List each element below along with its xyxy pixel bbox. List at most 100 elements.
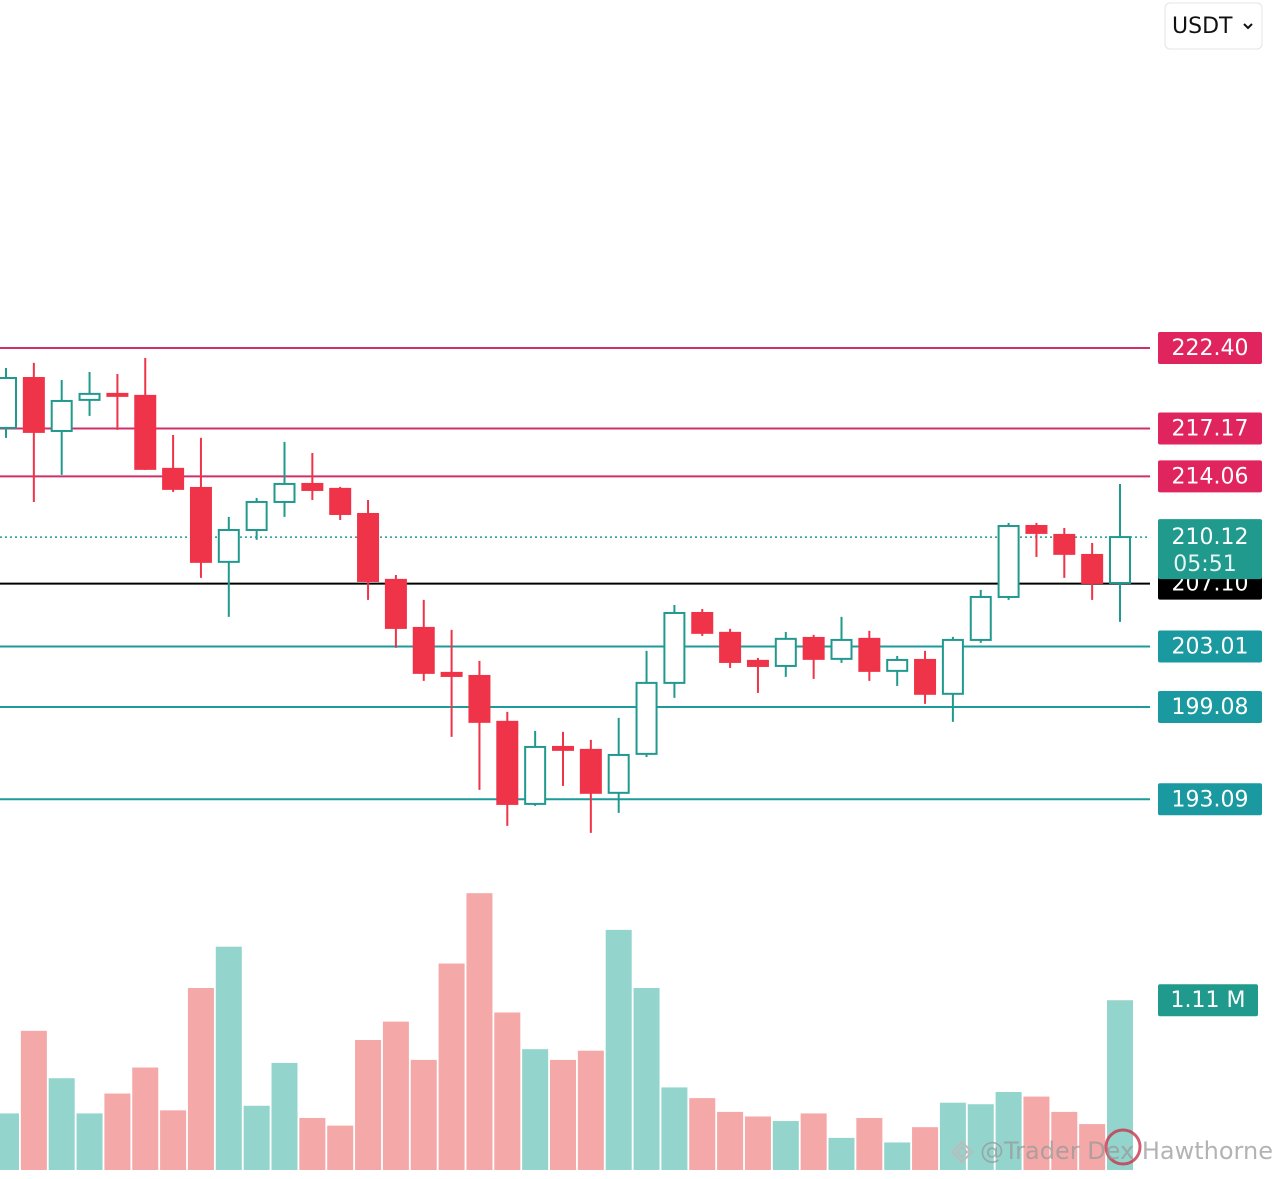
volume-bar [800, 1113, 827, 1170]
countdown-label: 05:51 [1173, 552, 1236, 577]
currency-label[interactable]: USDT [1172, 14, 1233, 39]
currency-box[interactable] [1164, 2, 1263, 50]
candle-body [273, 482, 296, 503]
volume-bar [661, 1087, 688, 1170]
candle-body [440, 671, 463, 677]
last-price-label: 210.12 [1172, 525, 1249, 550]
volume-bar [104, 1093, 131, 1170]
level-tag-label: 214.06 [1172, 464, 1249, 489]
candle-body [746, 659, 769, 667]
candle-body [78, 392, 101, 401]
price-tags: 1.11 M222.40217.17214.06207.10203.01199.… [1158, 331, 1262, 1017]
candle-body [1053, 533, 1076, 555]
candle-body [607, 753, 630, 794]
candle-body [941, 638, 964, 695]
candle-body [217, 528, 240, 563]
volume-bar [522, 1049, 549, 1170]
volume-bar [466, 893, 493, 1170]
candle-body [914, 658, 937, 695]
volume-bar [744, 1116, 771, 1170]
candle-body [774, 637, 797, 667]
candle-body [691, 611, 714, 634]
watermark: @Trader Dex Hawthorne [950, 1128, 1272, 1166]
candle-body [22, 377, 45, 433]
volume-bar [76, 1113, 103, 1170]
candle-body [0, 377, 17, 429]
volume-bar [271, 1062, 298, 1170]
candle-body [468, 674, 491, 723]
volume-bar [438, 963, 465, 1170]
candle-body [635, 681, 658, 755]
level-tag [1158, 460, 1262, 493]
candle-body [969, 595, 992, 641]
volume-bar [689, 1098, 716, 1170]
volume-tag [1158, 984, 1258, 1017]
candle-body [830, 638, 853, 660]
level-tag-label: 217.17 [1172, 417, 1249, 442]
volume-bar [132, 1067, 159, 1170]
volume-bar [828, 1137, 855, 1170]
volume-bar [187, 988, 214, 1170]
level-tag [1158, 630, 1262, 663]
currency-selector[interactable]: USDT [1164, 2, 1263, 50]
volume-bar [912, 1127, 939, 1170]
volume-bar [884, 1142, 911, 1170]
volume-bar [856, 1118, 883, 1170]
level-tag [1158, 783, 1262, 816]
candles [0, 357, 1131, 833]
level-tag [1158, 691, 1262, 724]
volume-tag-label: 1.11 M [1171, 988, 1246, 1013]
volume-bar [633, 988, 660, 1170]
volume-bar [410, 1059, 437, 1170]
level-tag-label: 222.40 [1172, 336, 1249, 361]
candle-body [997, 524, 1020, 598]
candle-body [719, 631, 742, 663]
candle-body [663, 611, 686, 684]
candle-body [162, 467, 185, 490]
volume-bar [48, 1078, 75, 1170]
candle-body [802, 636, 825, 660]
level-tag-label: 199.08 [1172, 695, 1249, 720]
volume-bar [577, 1050, 604, 1170]
candle-body [858, 637, 881, 672]
watermark-avatar [1104, 1128, 1142, 1166]
watermark-logo [950, 1140, 974, 1164]
candle-body [579, 748, 602, 794]
volume-bar [160, 1110, 187, 1170]
volume-bar [995, 1092, 1022, 1170]
level-tag [1158, 412, 1262, 445]
volume-bar [299, 1118, 326, 1170]
candle-body [1025, 524, 1048, 534]
candle-body [329, 487, 352, 515]
candle-body [106, 392, 129, 397]
candle-body [552, 745, 574, 751]
volume-bar [967, 1104, 994, 1170]
volume-bar [1051, 1111, 1078, 1170]
candle-body [886, 658, 909, 672]
candle-body [1109, 536, 1131, 584]
level-tag [1158, 331, 1262, 364]
volume-bar [717, 1111, 744, 1170]
volume-bar [939, 1102, 966, 1170]
candle-body [524, 745, 547, 805]
volume-bar [605, 929, 632, 1170]
volume-bar [1079, 1124, 1106, 1170]
chevron[interactable] [1243, 23, 1253, 30]
volume-bar [772, 1121, 799, 1170]
candle-body [245, 500, 268, 531]
volume-bar [550, 1059, 576, 1170]
volume-bar [1107, 1000, 1133, 1170]
candle-body [384, 578, 407, 629]
candle-body [301, 482, 324, 491]
candle-body [50, 399, 73, 432]
volume-pane [0, 893, 1133, 1170]
level-tag-label: 203.01 [1172, 635, 1249, 660]
volume-bar [1023, 1096, 1050, 1170]
candle-body [412, 626, 435, 674]
volume-bar [243, 1105, 270, 1170]
candle-body [496, 720, 519, 805]
volume-bar [382, 1021, 409, 1170]
volume-bar [0, 1113, 19, 1170]
